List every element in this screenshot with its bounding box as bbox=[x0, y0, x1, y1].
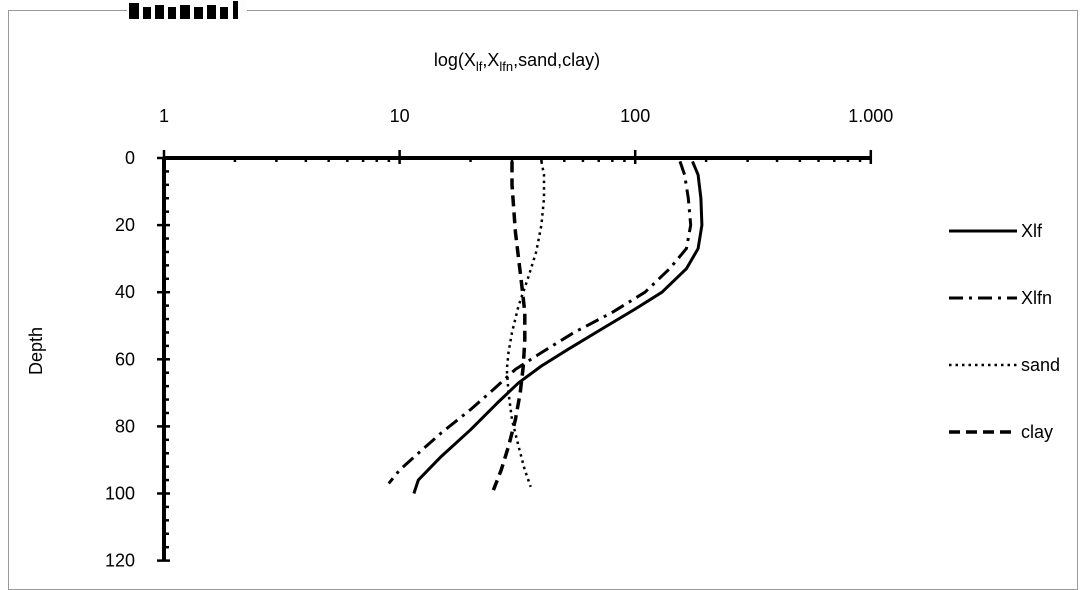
series-line-xlfn bbox=[387, 160, 693, 485]
y-tick-label: 40 bbox=[115, 282, 135, 302]
x-tick-label: 1.000 bbox=[848, 106, 893, 126]
clipped-caption-fragment bbox=[127, 0, 327, 19]
x-tick-labels: 1 10 100 1.000 bbox=[159, 106, 893, 126]
y-tick-label: 120 bbox=[105, 551, 135, 571]
x-tick-label: 10 bbox=[390, 106, 410, 126]
depth-profile-chart: log(Xlf,Xlfn,sand,clay) Depth 1 10 100 1.00… bbox=[26, 50, 1060, 571]
x-axis-title: log(Xlf,Xlfn,sand,clay) bbox=[434, 50, 600, 74]
tick-marks bbox=[157, 150, 873, 562]
legend-label-sand: sand bbox=[1021, 355, 1060, 375]
series-line-clay bbox=[491, 161, 527, 491]
y-tick-label: 20 bbox=[115, 215, 135, 235]
legend-label-xlf: Xlf bbox=[1021, 221, 1043, 241]
y-tick-label: 80 bbox=[115, 416, 135, 436]
legend: Xlf Xlfn sand clay bbox=[949, 221, 1060, 442]
x-tick-label: 1 bbox=[159, 106, 169, 126]
legend-label-clay: clay bbox=[1021, 422, 1053, 442]
axes bbox=[162, 156, 871, 561]
series-lines bbox=[387, 160, 704, 494]
series-line-sand bbox=[505, 161, 546, 488]
y-tick-label: 100 bbox=[105, 484, 135, 504]
y-tick-labels: 0 20 40 60 80 100 120 bbox=[105, 148, 135, 571]
x-tick-label: 100 bbox=[620, 106, 650, 126]
y-tick-label: 0 bbox=[125, 148, 135, 168]
chart-frame: log(Xlf,Xlfn,sand,clay) Depth 1 10 100 1.00… bbox=[8, 0, 1078, 590]
legend-label-xlfn: Xlfn bbox=[1021, 288, 1052, 308]
y-axis-title: Depth bbox=[26, 327, 46, 375]
y-tick-label: 60 bbox=[115, 349, 135, 369]
series-line-xlf bbox=[412, 160, 704, 494]
